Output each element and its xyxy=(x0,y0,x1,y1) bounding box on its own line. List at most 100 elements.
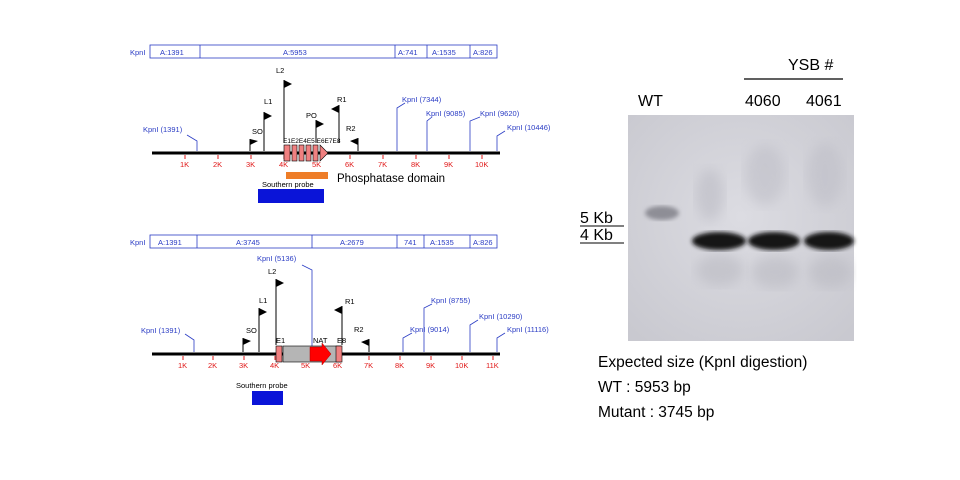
gel-band-4060a xyxy=(692,232,746,250)
mutant-kpn-site-label: KpnI (10290) xyxy=(479,312,523,321)
primer-label: SO xyxy=(246,326,257,335)
wt-kpn-site-label: KpnI (10446) xyxy=(507,123,551,132)
mutant-kpn-site-label: KpnI (11116) xyxy=(507,325,549,334)
mutant-exon-label: E8 xyxy=(337,336,346,345)
gel-size-marker: 5 Kb xyxy=(580,210,613,227)
mutant-restriction-bar: KpnI A:1391 A:3745 A:2679 741 A:1535 A:8… xyxy=(130,234,498,249)
wt-tick-label: 7K xyxy=(378,160,387,169)
mutant-tick-label: 7K xyxy=(364,361,373,370)
primer-label: R2 xyxy=(346,124,356,133)
wt-restriction-bar: KpnI A:1391 A:5953 A:741 A:1535 A:826 xyxy=(130,44,498,59)
mutant-primer-l2: L2 xyxy=(268,267,284,345)
mutant-tick-label: 10K xyxy=(455,361,468,370)
wt-primer-so: SO xyxy=(249,127,263,151)
wt-southern-probe xyxy=(258,189,324,203)
mutant-exon-e1 xyxy=(275,345,283,363)
mutant-tick-label: 4K xyxy=(270,361,279,370)
wt-tick-label: 8K xyxy=(411,160,420,169)
gel-lane-label: WT xyxy=(638,93,663,110)
gel-smears xyxy=(696,143,852,288)
primer-label: L1 xyxy=(264,97,272,106)
wt-primer-po: PO xyxy=(306,111,324,143)
mutant-primer-r1: R1 xyxy=(334,297,355,345)
mutant-kpn-site-label: KpnI (5136) xyxy=(257,254,297,263)
wt-primer-r1: R1 xyxy=(331,95,347,143)
mutant-exon-e8 xyxy=(335,345,343,363)
mutant-seg-4: 741 xyxy=(404,238,417,247)
gel-band-4061 xyxy=(804,232,854,250)
wt-tick-label: 4K xyxy=(279,160,288,169)
wt-primer-l2: L2 xyxy=(276,66,292,143)
mutant-kpn-site-label: KpnI (8755) xyxy=(431,296,471,305)
wt-seg-5: A:826 xyxy=(473,48,493,57)
primer-label: L1 xyxy=(259,296,267,305)
mutant-tick-label: 6K xyxy=(333,361,342,370)
mutant-seg-2: A:3745 xyxy=(236,238,260,247)
mutant-axis-tick-labels: 1K 2K 3K 4K 5K 6K 7K 8K 9K 10K 11K xyxy=(178,361,499,370)
wt-primer-r2: R2 xyxy=(346,124,359,151)
wt-probe-label: Southern probe xyxy=(262,180,314,189)
wt-map: KpnI A:1391 A:5953 A:741 A:1535 A:826 1K… xyxy=(130,44,551,203)
primer-label: PO xyxy=(306,111,317,120)
wt-seg-kpni: KpnI xyxy=(130,48,145,57)
gel-group-label: YSB # xyxy=(788,57,833,74)
wt-phosphatase-domain xyxy=(286,172,328,179)
wt-seg-3: A:741 xyxy=(398,48,418,57)
mutant-nat-label: NAT xyxy=(313,336,328,345)
wt-tick-label: 5K xyxy=(312,160,321,169)
wt-seg-1: A:1391 xyxy=(160,48,184,57)
gel-caption-line: Expected size (KpnI digestion) xyxy=(598,354,807,371)
gel-caption-line: WT : 5953 bp xyxy=(598,379,691,396)
gel-band-wt xyxy=(645,206,679,220)
gel-band-4060b xyxy=(748,232,800,250)
primer-label: R1 xyxy=(345,297,355,306)
primer-label: L2 xyxy=(276,66,284,75)
wt-tick-label: 3K xyxy=(246,160,255,169)
wt-kpn-site-label: KpnI (7344) xyxy=(402,95,442,104)
mutant-southern-probe xyxy=(252,391,283,405)
wt-axis-tick-labels: 1K 2K 3K 4K 5K 6K 7K 8K 9K 10K xyxy=(180,160,488,169)
mutant-kpn-site-label: KpnI (1391) xyxy=(141,326,181,335)
wt-kpn-site-label: KpnI (1391) xyxy=(143,125,183,134)
mutant-tick-label: 11K xyxy=(486,361,499,370)
mutant-kpn-sites xyxy=(184,264,506,352)
primer-label: R2 xyxy=(354,325,364,334)
mutant-gene-structure: E1 E8 NAT xyxy=(275,336,346,366)
wt-kpn-site-label: KpnI (9085) xyxy=(426,109,466,118)
mutant-tick-label: 2K xyxy=(208,361,217,370)
nat-arrow-icon xyxy=(309,342,332,366)
gel-lane-label: 4060 xyxy=(745,93,781,110)
mutant-exon-label: E1 xyxy=(276,336,285,345)
wt-seg-4: A:1535 xyxy=(432,48,456,57)
wt-tick-label: 10K xyxy=(475,160,488,169)
primer-label: SO xyxy=(252,127,263,136)
gel-size-marker: 4 Kb xyxy=(580,227,613,244)
wt-tick-label: 1K xyxy=(180,160,189,169)
mutant-primer-r2: R2 xyxy=(354,325,370,352)
mutant-tick-label: 8K xyxy=(395,361,404,370)
gel-lane-label: 4061 xyxy=(806,93,842,110)
mutant-tick-label: 1K xyxy=(178,361,187,370)
wt-seg-2: A:5953 xyxy=(283,48,307,57)
wt-kpn-site-label: KpnI (9620) xyxy=(480,109,520,118)
mutant-map: KpnI A:1391 A:3745 A:2679 741 A:1535 A:8… xyxy=(130,234,549,405)
mutant-seg-3: A:2679 xyxy=(340,238,364,247)
wt-exon-labels: E1E2E4E5 E6E7E8 xyxy=(283,138,341,145)
wt-phosphatase-label: Phosphatase domain xyxy=(337,173,445,185)
gel-caption-line: Mutant : 3745 bp xyxy=(598,404,714,421)
primer-label: L2 xyxy=(268,267,276,276)
mutant-kpn-site-label: KpnI (9014) xyxy=(410,325,450,334)
mutant-seg-5: A:1535 xyxy=(430,238,454,247)
mutant-probe-label: Southern probe xyxy=(236,381,288,390)
wt-primer-l1: L1 xyxy=(263,97,272,151)
mutant-seg-6: A:826 xyxy=(473,238,493,247)
primer-label: R1 xyxy=(337,95,347,104)
wt-kpn-sites xyxy=(186,102,506,151)
wt-axis-ticks xyxy=(184,155,483,159)
mutant-seg-1: A:1391 xyxy=(158,238,182,247)
southern-blot: YSB # WT 4060 4061 5 Kb 4 Kb Expected si… xyxy=(580,57,854,421)
wt-tick-label: 6K xyxy=(345,160,354,169)
mutant-tick-label: 3K xyxy=(239,361,248,370)
mutant-tick-label: 9K xyxy=(426,361,435,370)
wt-tick-label: 2K xyxy=(213,160,222,169)
